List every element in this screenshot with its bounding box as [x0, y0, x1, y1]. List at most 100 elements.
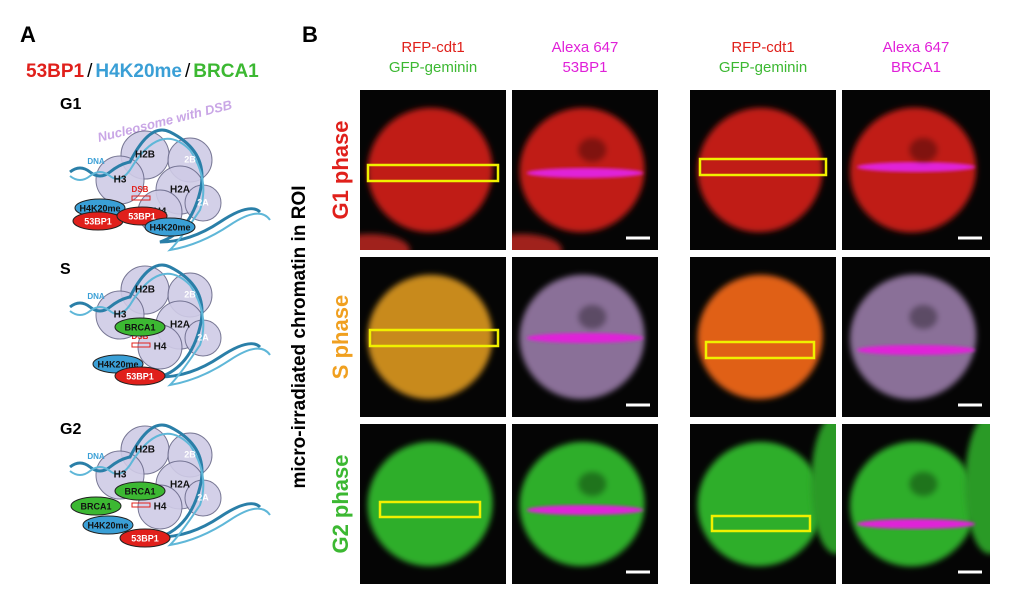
column-header: Alexa 647: [883, 39, 950, 56]
row-label: G2 phase: [328, 454, 353, 553]
cell: [697, 274, 823, 400]
neighbor-cell: [965, 424, 990, 554]
protein: [144, 217, 196, 237]
neighbor-cell: [512, 234, 562, 250]
protein-label: 53BP1: [131, 533, 159, 543]
protein: [70, 496, 122, 516]
cells: [512, 107, 645, 250]
histone-label: H2B: [135, 150, 155, 161]
dna-strand: [69, 263, 262, 379]
phase-label: S: [60, 261, 71, 278]
histone-label: 2A: [197, 332, 209, 342]
column-header: Alexa 647: [552, 39, 619, 56]
histone-label: H3: [114, 310, 127, 321]
legend-entry: /: [87, 61, 93, 82]
micrograph: [842, 424, 990, 584]
cell: [367, 441, 493, 567]
cell: [697, 107, 823, 233]
cells: [519, 274, 645, 400]
dna-strand: [69, 432, 271, 547]
micrograph: [512, 424, 658, 584]
histone-label: H3: [114, 470, 127, 481]
side-label: micro-irradiated chromatin in ROI: [289, 186, 310, 489]
neighbor-cell: [360, 234, 410, 250]
nucleolus: [909, 472, 938, 496]
dsb-mark: [131, 342, 151, 348]
protein-label: H4K20me: [87, 520, 128, 530]
nucleolus: [909, 138, 938, 162]
micrograph: [842, 257, 990, 417]
cell: [849, 441, 977, 567]
protein-label: H4K20me: [149, 222, 190, 232]
histone-label: 2B: [184, 154, 196, 164]
damage-stripe: [526, 168, 644, 178]
micrograph: [360, 257, 506, 417]
cells: [367, 441, 493, 567]
legend-entry: BRCA1: [193, 61, 259, 82]
roi-box: [710, 514, 812, 533]
nucleolus: [909, 305, 938, 329]
histone-label: 2A: [197, 492, 209, 502]
histone-label: 2B: [184, 449, 196, 459]
protein-label: 53BP1: [126, 371, 154, 381]
column-header: GFP-geminin: [719, 59, 807, 76]
histone-label: H3: [114, 175, 127, 186]
cells: [849, 274, 977, 400]
histone-label: 2B: [184, 289, 196, 299]
column-header: RFP-cdt1: [401, 39, 464, 56]
panel-label: B: [302, 22, 318, 47]
dna-label: DNA: [87, 157, 105, 166]
nucleolus: [578, 305, 607, 329]
damage-stripe: [526, 505, 644, 515]
protein-label: 53BP1: [84, 216, 112, 226]
histone-label: H2B: [135, 285, 155, 296]
protein: [114, 317, 166, 337]
histone-label: H4: [154, 342, 167, 353]
roi-box: [704, 340, 816, 360]
damage-stripe: [856, 345, 976, 355]
cell: [367, 274, 493, 400]
dna-strand: [69, 128, 262, 244]
histone-label: H2A: [170, 185, 190, 196]
cells: [849, 107, 977, 233]
dna-strand: [69, 137, 271, 252]
histone-label: H2A: [170, 320, 190, 331]
dna-strand: [69, 423, 262, 539]
cell: [367, 107, 493, 233]
protein: [114, 481, 166, 501]
legend: 53BP1/H4K20me / BRCA1: [26, 61, 259, 82]
damage-stripe: [856, 519, 976, 529]
dsb-label: DSB: [132, 185, 149, 194]
phase-label: G2: [60, 421, 81, 438]
cells: [519, 441, 645, 567]
cells: [697, 274, 823, 400]
column-header: BRCA1: [891, 59, 941, 76]
diagram-title: Nucleosome with DSB: [96, 97, 233, 145]
neighbor-cell: [811, 424, 836, 554]
cell: [849, 274, 977, 400]
panel-label: A: [20, 22, 36, 47]
damage-stripe: [526, 333, 644, 343]
dsb-label: DSB: [132, 332, 149, 341]
legend-entry: 53BP1: [26, 61, 85, 82]
roi-box: [378, 500, 482, 519]
column-header: GFP-geminin: [389, 59, 477, 76]
protein: [114, 366, 166, 386]
micrograph: [512, 90, 658, 250]
phase-label: G1: [60, 96, 81, 113]
dna-label: DNA: [87, 452, 105, 461]
cells: [367, 274, 493, 400]
damage-stripe: [856, 162, 976, 172]
legend-entry: H4K20me: [95, 61, 182, 82]
column-header: RFP-cdt1: [731, 39, 794, 56]
micrograph: [842, 90, 990, 250]
roi-box: [368, 328, 500, 348]
histone-label: H2A: [170, 480, 190, 491]
column-header: 53BP1: [562, 59, 607, 76]
legend-entry: /: [185, 61, 191, 82]
cell: [697, 441, 823, 567]
cells: [849, 424, 990, 567]
micrograph: [360, 424, 506, 584]
roi-box: [698, 157, 828, 177]
